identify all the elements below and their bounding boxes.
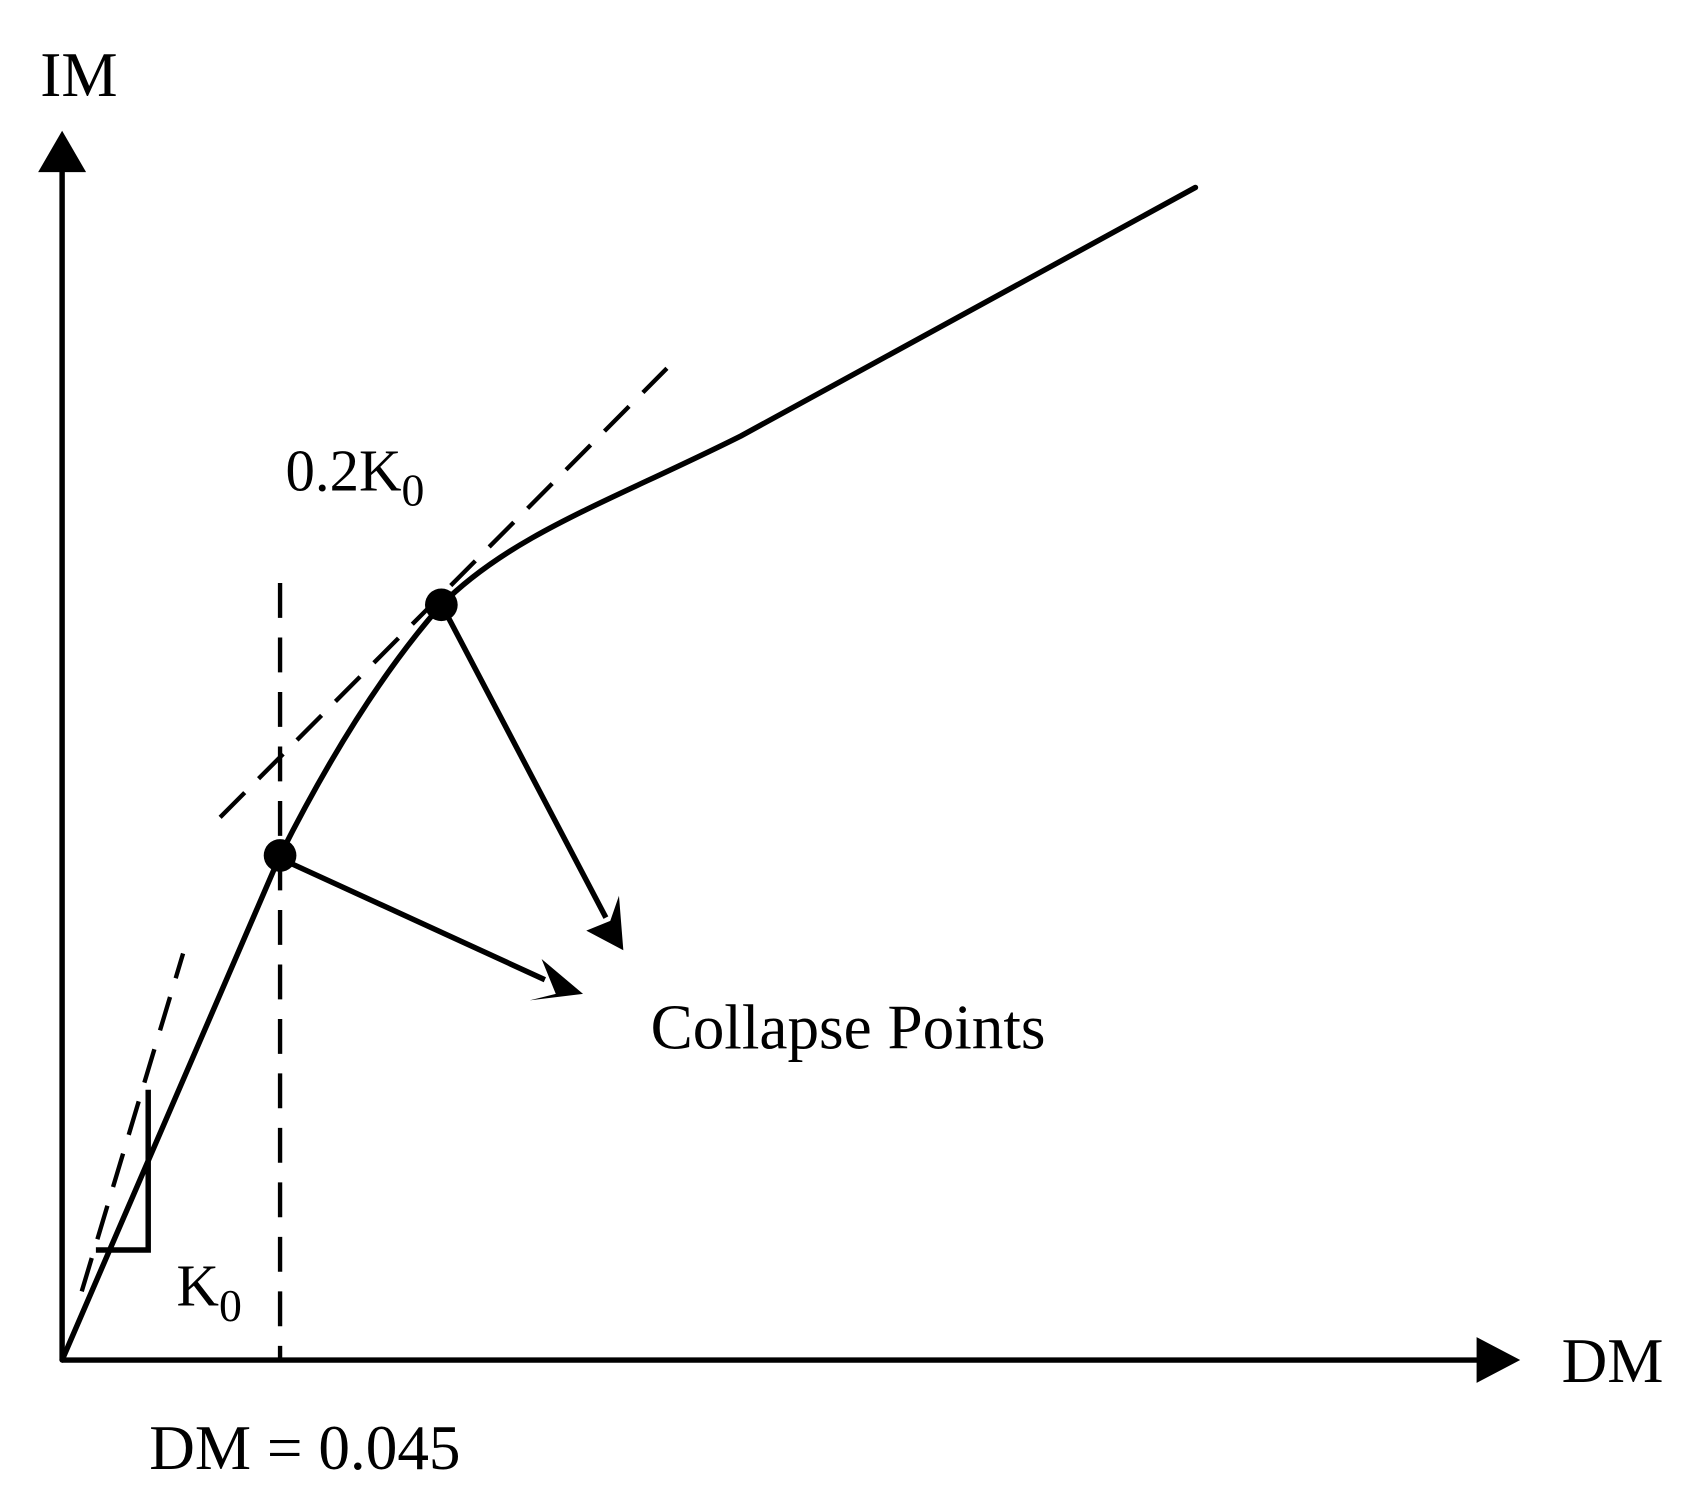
initial-tangent xyxy=(79,952,186,1293)
pointer-arrow-head xyxy=(529,959,584,1001)
slope-base: K xyxy=(177,1254,219,1319)
x-axis-label: DM xyxy=(1562,1326,1664,1396)
ida-curve xyxy=(59,184,1199,1363)
slope-triangle xyxy=(95,1089,151,1253)
collapse-label: Collapse Points xyxy=(651,992,1046,1062)
initial-slope-label: K0 xyxy=(177,1254,242,1331)
slope-sub: 0 xyxy=(219,1280,242,1331)
reduced-slope-label: 0.2K0 xyxy=(286,438,425,515)
y-axis-label: IM xyxy=(40,40,117,110)
pointer-arrow xyxy=(443,611,609,919)
threshold-label: DM = 0.045 xyxy=(149,1413,460,1483)
y-axis-arrow xyxy=(38,130,87,173)
pointer-arrow-head xyxy=(586,895,624,951)
collapse-point xyxy=(263,839,297,872)
slope-base: 0.2K xyxy=(286,438,402,503)
slope-sub: 0 xyxy=(402,465,425,516)
pointer-arrow xyxy=(284,858,547,983)
collapse-point xyxy=(425,588,458,622)
x-axis-arrow xyxy=(1476,1337,1521,1383)
